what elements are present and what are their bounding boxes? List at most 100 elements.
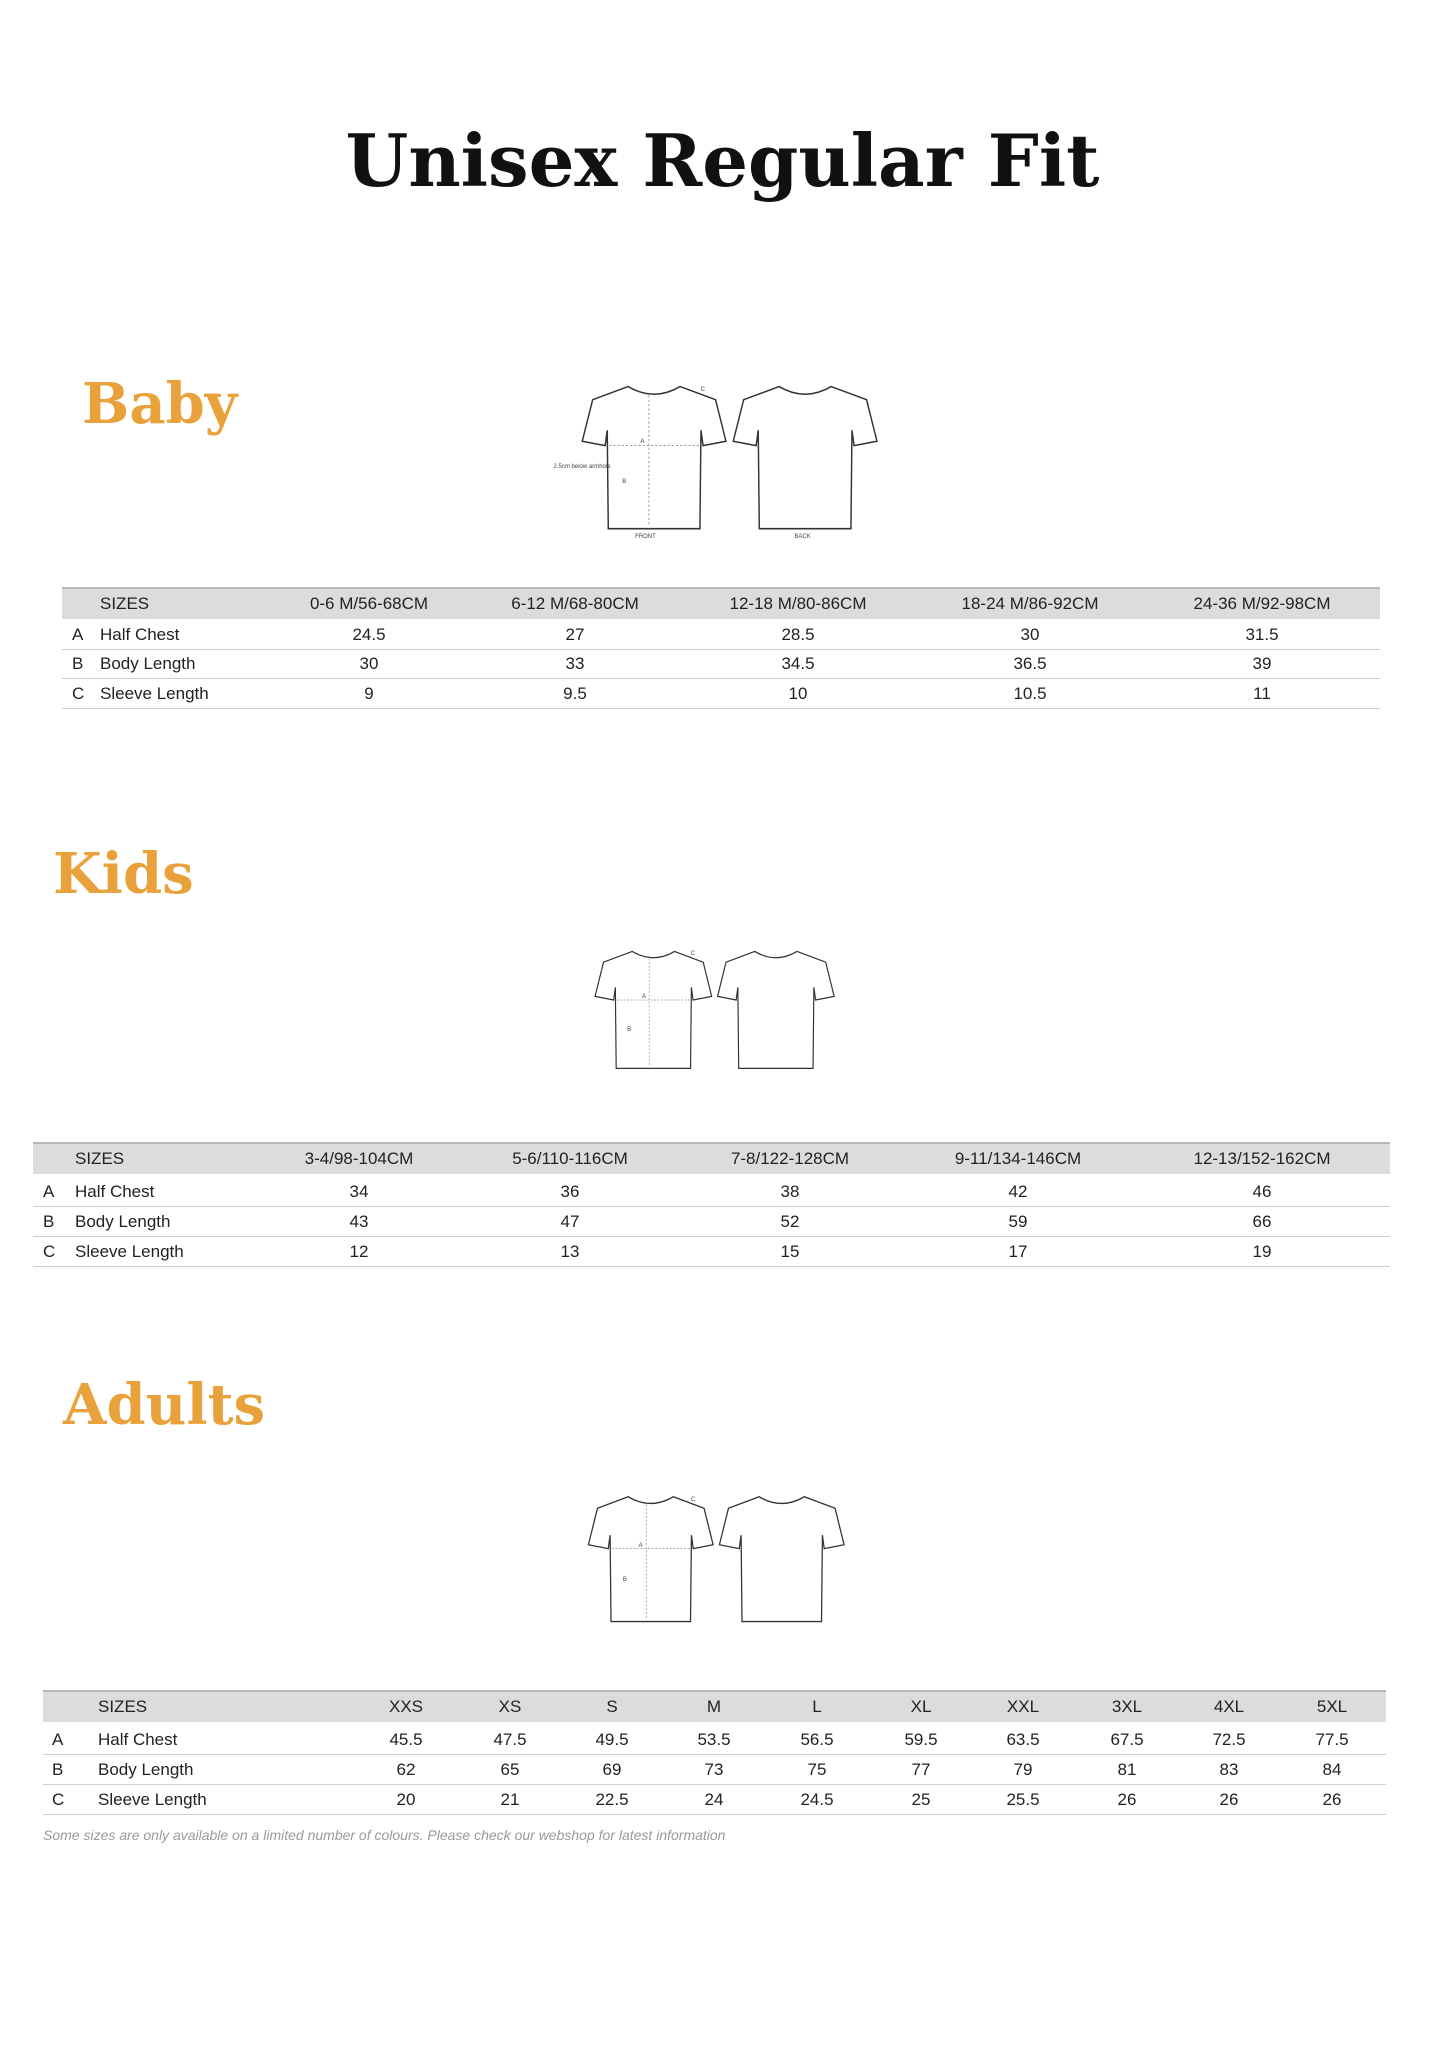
table-cell: 17 xyxy=(1008,1242,1028,1261)
table-cell: 45.5 xyxy=(389,1730,423,1749)
header-cell: S xyxy=(606,1697,618,1716)
shirt-front xyxy=(581,385,727,530)
table-cell: 67.5 xyxy=(1110,1730,1144,1749)
table-cell: 27 xyxy=(565,625,585,644)
row-label: Half Chest xyxy=(75,1182,155,1201)
diagram-label: B xyxy=(622,1577,627,1584)
table-cell: 47.5 xyxy=(493,1730,527,1749)
table-cell: 53.5 xyxy=(697,1730,731,1749)
shirt-back xyxy=(732,385,878,530)
diagram-label: B xyxy=(622,478,627,485)
diagram-label: B xyxy=(627,1026,632,1033)
row-rule xyxy=(43,1784,1386,1785)
row-label: Sleeve Length xyxy=(98,1790,207,1809)
row-letter: A xyxy=(43,1182,55,1201)
table-cell: 30 xyxy=(1020,625,1040,644)
table-cell: 22.5 xyxy=(595,1790,629,1809)
row-label: Body Length xyxy=(100,654,196,673)
table-cell: 73 xyxy=(704,1760,724,1779)
table-cell: 83 xyxy=(1219,1760,1239,1779)
section-heading: Kids xyxy=(53,841,194,907)
table-cell: 26 xyxy=(1117,1790,1137,1809)
section-heading: Adults xyxy=(63,1372,265,1438)
table-cell: 52 xyxy=(780,1212,800,1231)
header-cell: 3-4/98-104CM xyxy=(304,1149,414,1168)
row-rule xyxy=(33,1236,1390,1237)
row-rule xyxy=(62,678,1380,679)
row-label: Half Chest xyxy=(98,1730,178,1749)
row-rule xyxy=(33,1266,1390,1267)
header-cell: 9-11/134-146CM xyxy=(954,1149,1082,1168)
table-cell: 79 xyxy=(1013,1760,1033,1779)
table-cell: 15 xyxy=(780,1242,800,1261)
table-cell: 77 xyxy=(911,1760,931,1779)
tshirt-diagram xyxy=(581,385,878,530)
table-cell: 75 xyxy=(807,1760,827,1779)
table-cell: 10 xyxy=(788,684,808,703)
header-cell: 12-13/152-162CM xyxy=(1193,1149,1331,1168)
row-letter: B xyxy=(72,654,84,673)
header-cell: SIZES xyxy=(75,1149,125,1168)
row-letter: C xyxy=(72,684,85,703)
table-cell: 25 xyxy=(911,1790,931,1809)
table-cell: 33 xyxy=(565,654,585,673)
shirt-back xyxy=(718,1496,845,1623)
table-cell: 38 xyxy=(780,1182,800,1201)
diagram-label: C xyxy=(700,386,705,393)
table-cell: 34 xyxy=(349,1182,369,1201)
row-label: Half Chest xyxy=(100,625,180,644)
diagram-label: 2.5cm below armhole xyxy=(553,463,611,470)
row-rule xyxy=(62,649,1380,650)
table-cell: 24 xyxy=(704,1790,724,1809)
row-letter: C xyxy=(52,1790,65,1809)
header-cell: L xyxy=(812,1697,822,1716)
table-cell: 20 xyxy=(396,1790,416,1809)
table-cell: 39 xyxy=(1252,654,1272,673)
row-letter: A xyxy=(52,1730,64,1749)
table-cell: 77.5 xyxy=(1315,1730,1349,1749)
table-cell: 25.5 xyxy=(1006,1790,1040,1809)
header-cell: 7-8/122-128CM xyxy=(730,1149,850,1168)
row-label: Sleeve Length xyxy=(75,1242,184,1261)
diagram-label: BACK xyxy=(794,534,811,541)
diagram-label: A xyxy=(640,439,645,446)
table-cell: 49.5 xyxy=(595,1730,629,1749)
footnote: Some sizes are only available on a limit… xyxy=(43,1827,726,1843)
table-cell: 34.5 xyxy=(781,654,815,673)
section-heading: Baby xyxy=(82,371,238,437)
table-cell: 59 xyxy=(1008,1212,1028,1231)
header-cell: 3XL xyxy=(1111,1697,1143,1716)
header-cell: 18-24 M/86-92CM xyxy=(961,594,1099,613)
table-cell: 9.5 xyxy=(563,684,587,703)
header-cell: 0-6 M/56-68CM xyxy=(309,594,429,613)
row-label: Body Length xyxy=(75,1212,171,1231)
header-cell: 5-6/110-116CM xyxy=(512,1149,628,1168)
header-cell: XXS xyxy=(388,1697,424,1716)
table-cell: 30 xyxy=(359,654,379,673)
header-bar xyxy=(62,587,1380,619)
header-cell: 5XL xyxy=(1316,1697,1348,1716)
table-cell: 9 xyxy=(364,684,374,703)
table-cell: 62 xyxy=(396,1760,416,1779)
diagram-label: C xyxy=(690,1496,696,1503)
header-cell: 12-18 M/80-86CM xyxy=(729,594,867,613)
table-cell: 69 xyxy=(602,1760,622,1779)
header-cell: M xyxy=(706,1697,722,1716)
header-cell: XXL xyxy=(1006,1697,1040,1716)
table-cell: 36 xyxy=(560,1182,580,1201)
table-cell: 56.5 xyxy=(800,1730,834,1749)
row-label: Body Length xyxy=(98,1760,194,1779)
table-cell: 72.5 xyxy=(1212,1730,1246,1749)
table-cell: 24.5 xyxy=(352,625,386,644)
header-cell: 24-36 M/92-98CM xyxy=(1193,594,1331,613)
header-bar xyxy=(33,1142,1390,1174)
header-cell: SIZES xyxy=(100,594,150,613)
shirt-front xyxy=(594,950,713,1070)
header-cell: 6-12 M/68-80CM xyxy=(511,594,639,613)
header-cell: XL xyxy=(910,1697,932,1716)
tshirt-diagram xyxy=(587,1496,845,1623)
diagram-label: C xyxy=(690,951,696,958)
row-letter: B xyxy=(43,1212,55,1231)
table-cell: 13 xyxy=(560,1242,580,1261)
